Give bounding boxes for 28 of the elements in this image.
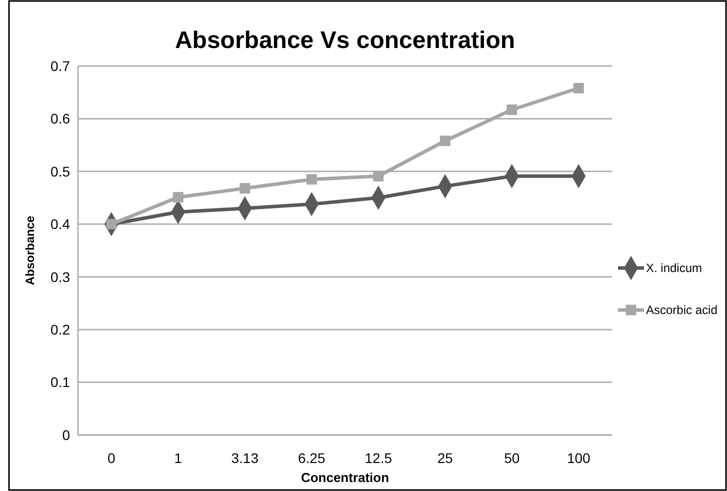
x-tick-label: 100 — [566, 450, 591, 466]
x-axis-title: Concentration — [300, 470, 390, 485]
y-tick-label: 0.1 — [50, 374, 70, 390]
point — [506, 104, 518, 115]
x-tick-label: 6.25 — [298, 450, 326, 466]
x-tick-label: 3.13 — [231, 450, 259, 466]
x-tick-label: 50 — [504, 450, 520, 466]
x-tick-label: 12.5 — [364, 450, 392, 466]
point — [306, 174, 317, 185]
y-tick-label: 0.3 — [50, 268, 70, 285]
x-tick-label: 1 — [174, 450, 182, 466]
x-tick-label: 25 — [437, 450, 454, 466]
y-axis-title: Absorbance — [23, 216, 37, 286]
legend-label: Ascorbic acid — [646, 303, 718, 318]
point — [373, 170, 384, 182]
point — [440, 136, 450, 146]
x-tick-label: 0 — [107, 450, 116, 466]
point — [573, 82, 584, 94]
y-tick-label: 0.7 — [50, 58, 70, 74]
chart-title: Absorbance Vs concentration — [174, 27, 516, 54]
y-tick-label: 0.6 — [50, 110, 70, 127]
y-tick-label: 0.5 — [50, 163, 70, 180]
y-tick-label: 0.2 — [50, 321, 70, 338]
y-tick-label: 0.4 — [50, 216, 70, 232]
legend-label: X. indicum — [646, 261, 702, 276]
y-tick-label: 0 — [62, 426, 70, 443]
point — [240, 183, 250, 194]
point — [172, 192, 184, 203]
